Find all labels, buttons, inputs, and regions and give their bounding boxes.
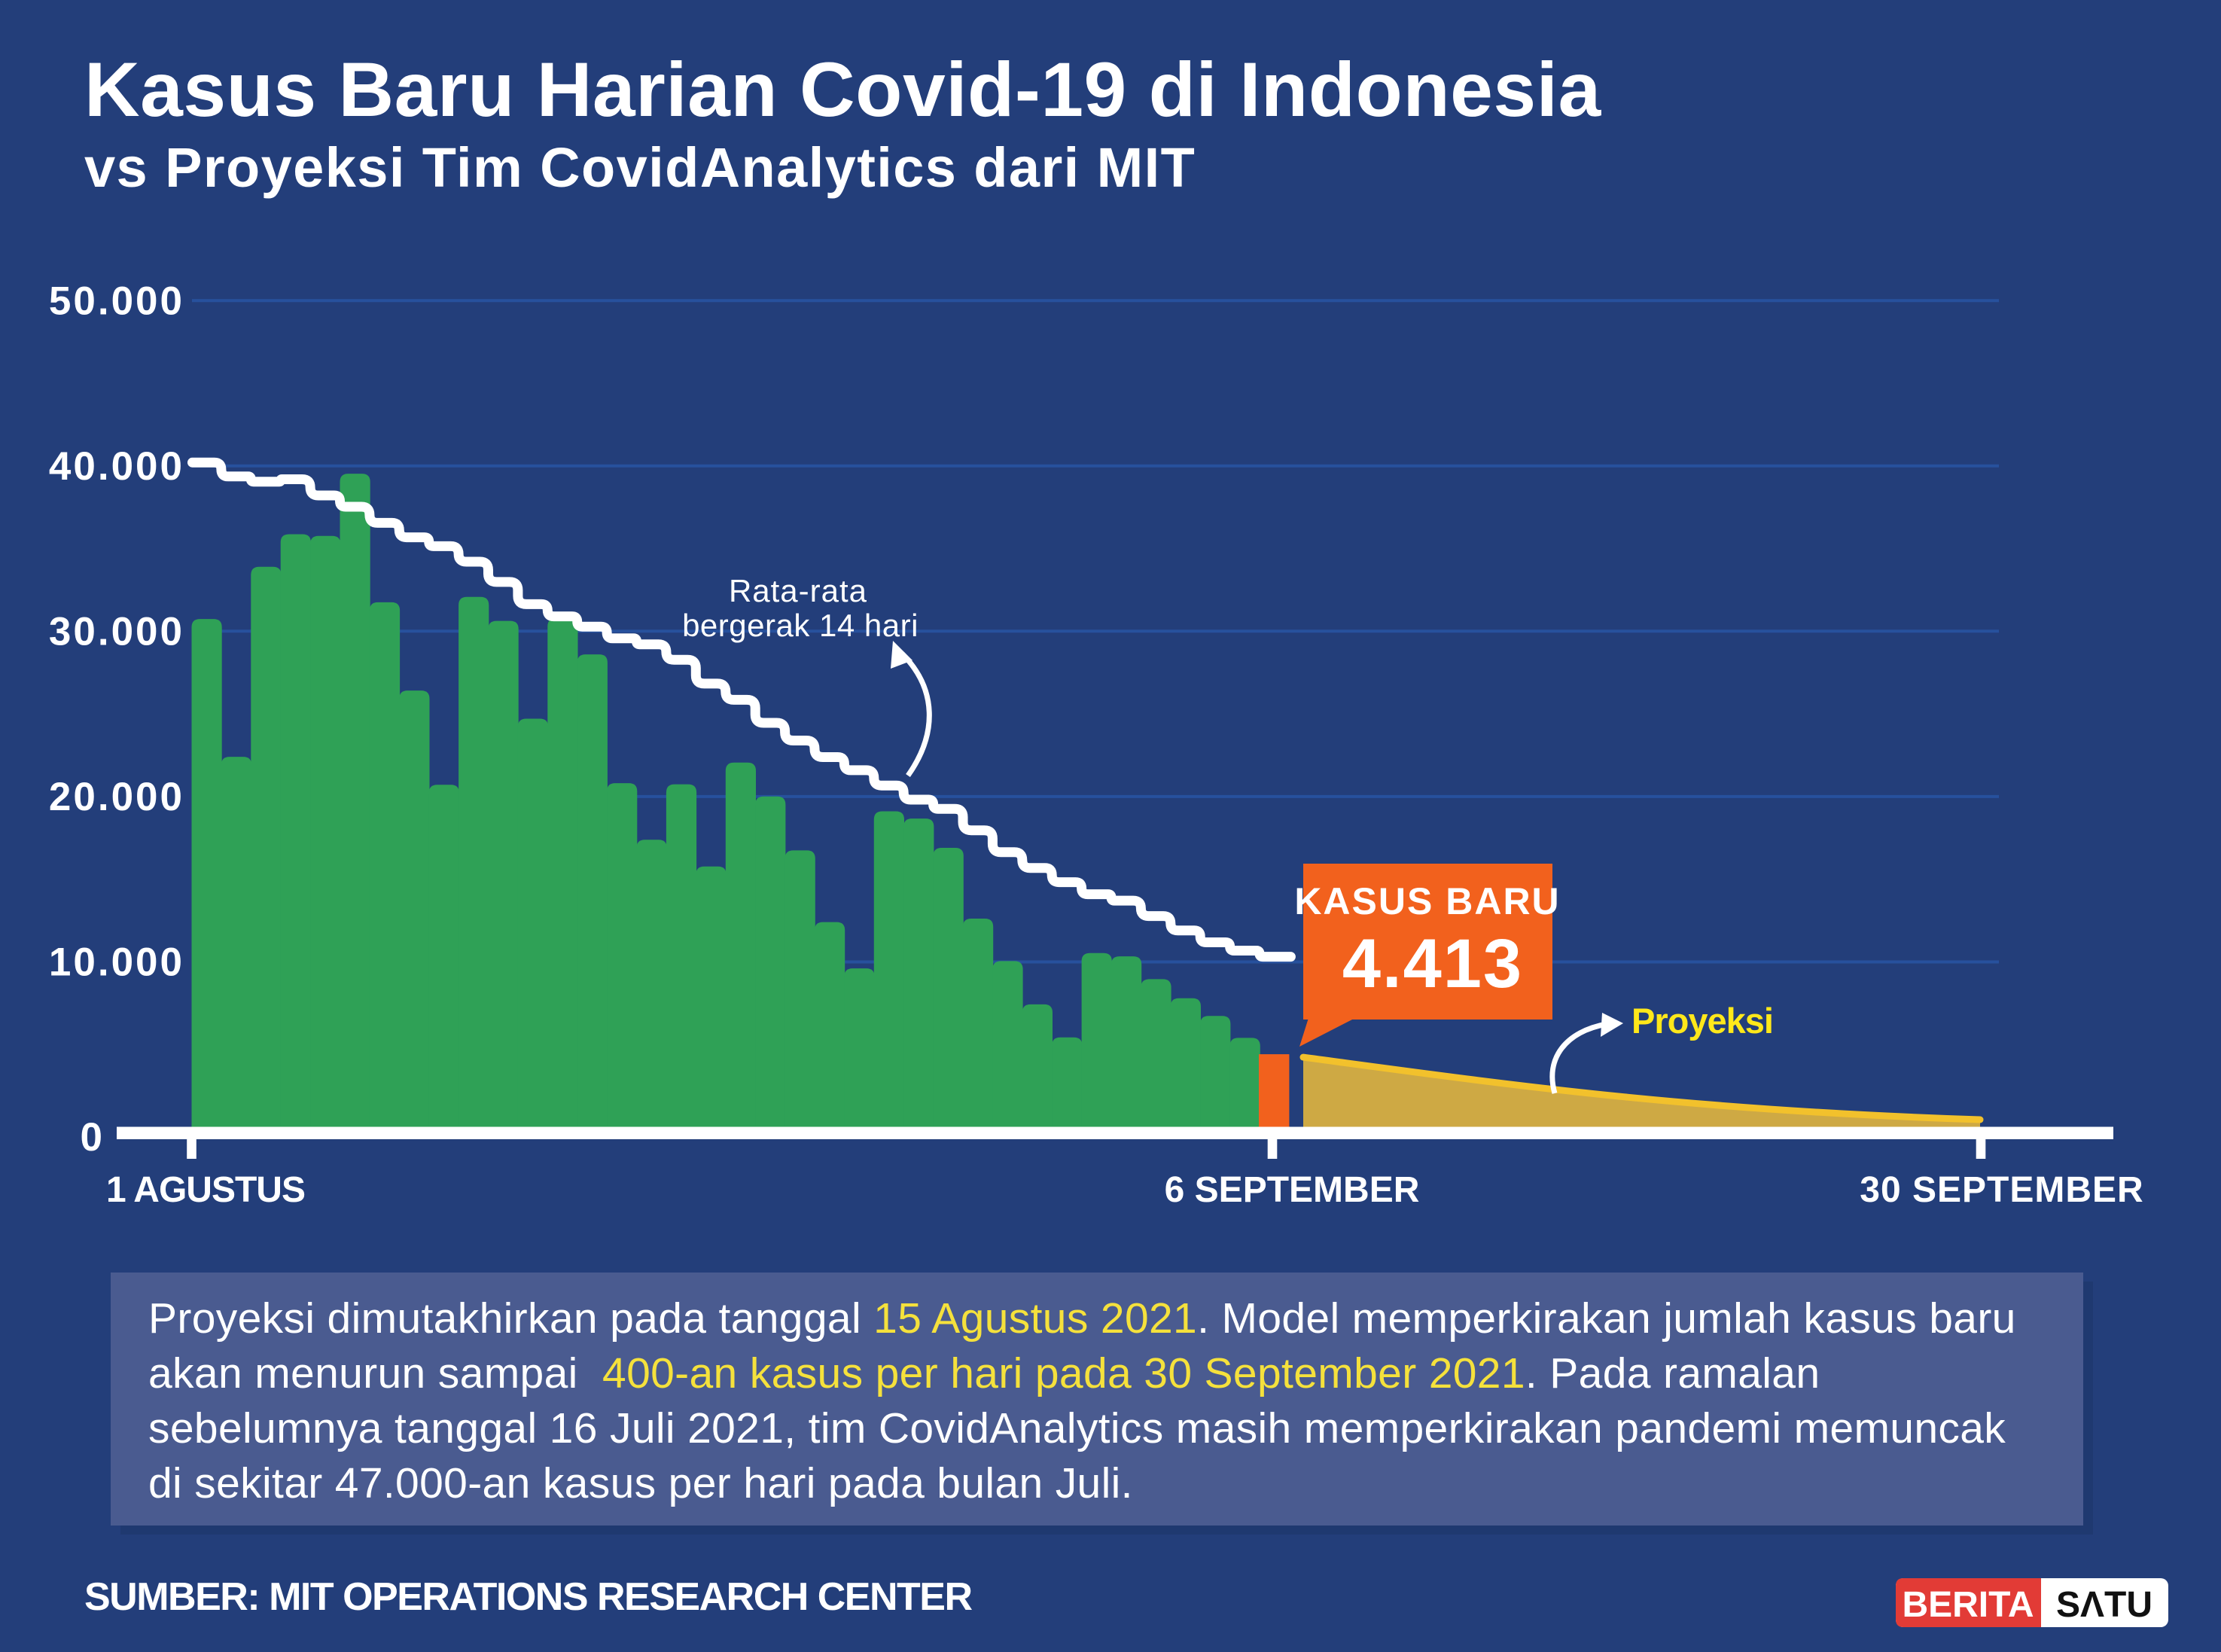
svg-text:Proyeksi: Proyeksi [1631, 1001, 1773, 1041]
svg-text:6 SEPTEMBER: 6 SEPTEMBER [1165, 1170, 1420, 1210]
svg-text:0: 0 [81, 1115, 102, 1160]
svg-text:vs Proyeksi Tim CovidAnalytics: vs Proyeksi Tim CovidAnalytics dari MIT [84, 136, 1196, 199]
svg-text:20.000: 20.000 [49, 775, 184, 819]
svg-text:30.000: 30.000 [49, 609, 184, 654]
svg-text:50.000: 50.000 [49, 279, 184, 323]
svg-text:BERITA: BERITA [1902, 1585, 2034, 1625]
svg-text:10.000: 10.000 [49, 940, 184, 984]
svg-text:30 SEPTEMBER: 30 SEPTEMBER [1860, 1170, 2143, 1210]
svg-text:Rata-rata: Rata-rata [729, 573, 867, 608]
svg-text:40.000: 40.000 [49, 444, 184, 489]
svg-text:KASUS BARU: KASUS BARU [1294, 880, 1560, 922]
svg-text:Kasus Baru Harian Covid-19 di: Kasus Baru Harian Covid-19 di Indonesia [84, 47, 1601, 133]
svg-text:Proyeksi dimutakhirkan pada ta: Proyeksi dimutakhirkan pada tanggal 15 A… [148, 1294, 2016, 1343]
svg-text:bergerak 14 hari: bergerak 14 hari [682, 608, 919, 643]
svg-text:4.413: 4.413 [1342, 925, 1523, 1002]
svg-text:SΛTU: SΛTU [2056, 1585, 2152, 1625]
svg-text:akan menurun sampai 400-an ka: akan menurun sampai 400-an kasus per har… [148, 1349, 1820, 1397]
svg-text:SUMBER: MIT OPERATIONS RESEARC: SUMBER: MIT OPERATIONS RESEARCH CENTER [84, 1575, 972, 1619]
svg-text:1 AGUSTUS: 1 AGUSTUS [106, 1170, 305, 1210]
svg-text:di sekitar 47.000-an kasus per: di sekitar 47.000-an kasus per hari pada… [148, 1459, 1133, 1507]
svg-text:sebelumnya tanggal 16 Juli 202: sebelumnya tanggal 16 Juli 2021, tim Cov… [148, 1404, 2006, 1452]
